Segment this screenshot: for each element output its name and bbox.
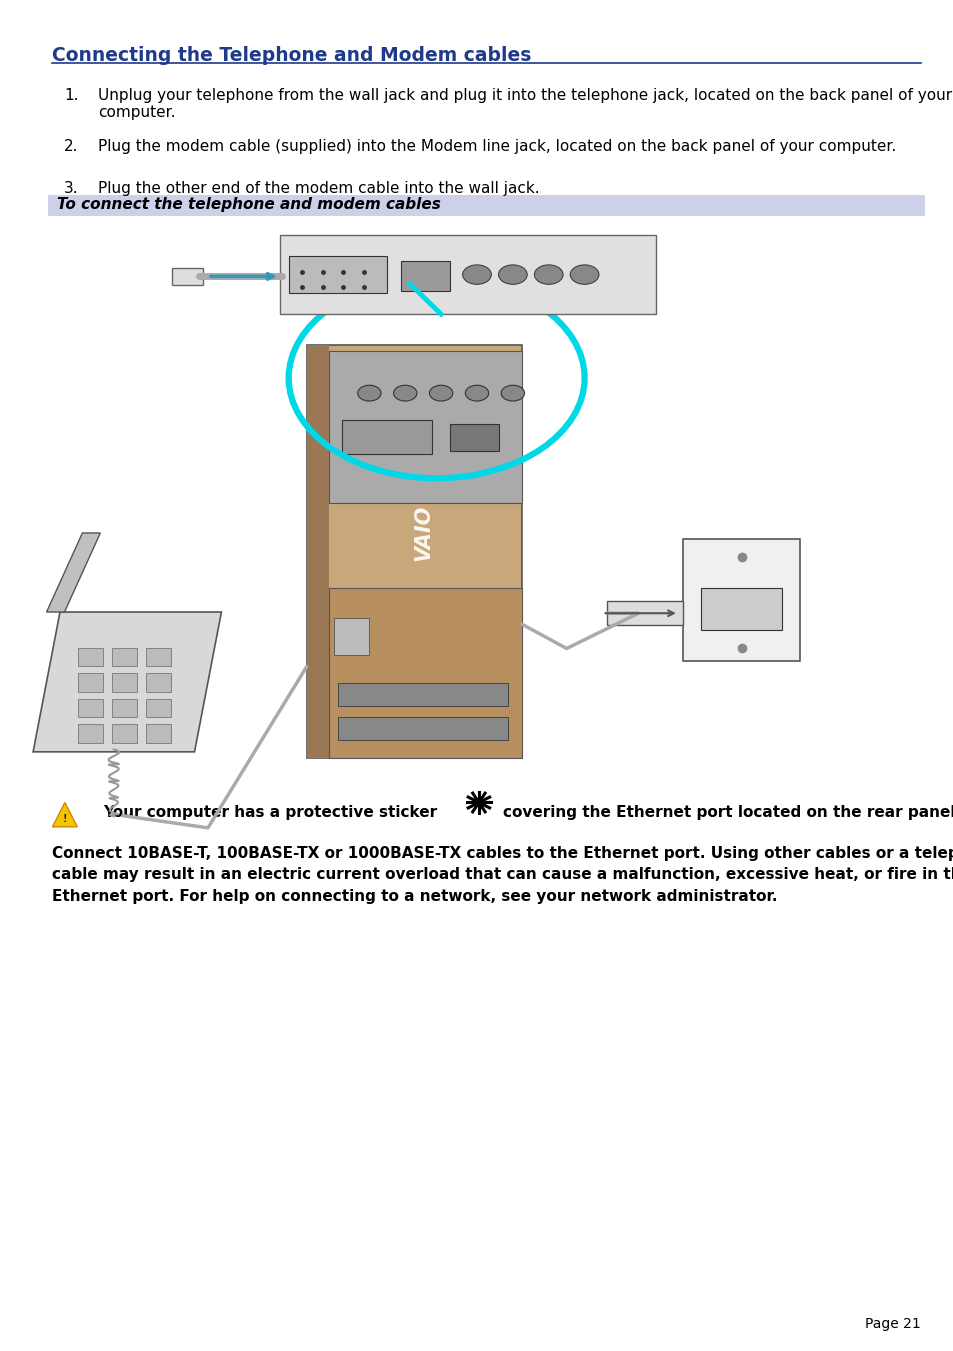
Circle shape xyxy=(357,385,380,401)
Polygon shape xyxy=(47,532,100,612)
Text: Connecting the Telephone and Modem cables: Connecting the Telephone and Modem cable… xyxy=(52,46,531,65)
Bar xyxy=(78,648,103,666)
Bar xyxy=(289,257,387,293)
Bar xyxy=(450,424,499,451)
Bar xyxy=(334,619,369,655)
Circle shape xyxy=(570,265,598,284)
Text: covering the Ethernet port located on the rear panel.: covering the Ethernet port located on th… xyxy=(502,805,953,820)
Text: Connect 10BASE-T, 100BASE-TX or 1000BASE-TX cables to the Ethernet port. Using o: Connect 10BASE-T, 100BASE-TX or 1000BASE… xyxy=(52,846,953,904)
Bar xyxy=(146,673,171,692)
Bar xyxy=(112,673,137,692)
Bar xyxy=(682,539,799,661)
Bar xyxy=(306,345,329,758)
Text: Your computer has a protective sticker: Your computer has a protective sticker xyxy=(103,805,436,820)
Circle shape xyxy=(465,385,488,401)
Polygon shape xyxy=(52,802,77,827)
Circle shape xyxy=(394,385,416,401)
Bar xyxy=(146,698,171,717)
Bar xyxy=(279,235,656,315)
Bar xyxy=(112,724,137,743)
Bar xyxy=(337,684,508,707)
Bar xyxy=(700,588,781,630)
Bar xyxy=(606,601,682,626)
Bar xyxy=(400,261,450,290)
Bar xyxy=(342,420,432,454)
Text: Plug the modem cable (supplied) into the Modem line jack, located on the back pa: Plug the modem cable (supplied) into the… xyxy=(98,139,896,154)
Text: 1.: 1. xyxy=(64,88,78,103)
Bar xyxy=(337,716,508,740)
Text: Plug the other end of the modem cable into the wall jack.: Plug the other end of the modem cable in… xyxy=(98,181,539,196)
Bar xyxy=(172,267,203,285)
Circle shape xyxy=(498,265,527,284)
Circle shape xyxy=(429,385,453,401)
Bar xyxy=(306,345,521,758)
Text: Page 21: Page 21 xyxy=(864,1317,920,1331)
Bar xyxy=(112,698,137,717)
Bar xyxy=(329,588,521,758)
Bar xyxy=(48,195,924,216)
Bar xyxy=(146,724,171,743)
Bar xyxy=(78,724,103,743)
Circle shape xyxy=(462,265,491,284)
Text: 3.: 3. xyxy=(64,181,78,196)
Bar xyxy=(329,350,521,503)
Bar xyxy=(78,673,103,692)
Text: VAIO: VAIO xyxy=(413,505,433,561)
Bar xyxy=(78,698,103,717)
Bar xyxy=(146,648,171,666)
Text: 2.: 2. xyxy=(64,139,78,154)
Bar xyxy=(112,648,137,666)
Text: To connect the telephone and modem cables: To connect the telephone and modem cable… xyxy=(57,197,440,212)
Text: Unplug your telephone from the wall jack and plug it into the telephone jack, lo: Unplug your telephone from the wall jack… xyxy=(98,88,951,120)
Text: !: ! xyxy=(63,813,67,824)
Polygon shape xyxy=(33,612,221,751)
Circle shape xyxy=(500,385,524,401)
Circle shape xyxy=(534,265,562,284)
